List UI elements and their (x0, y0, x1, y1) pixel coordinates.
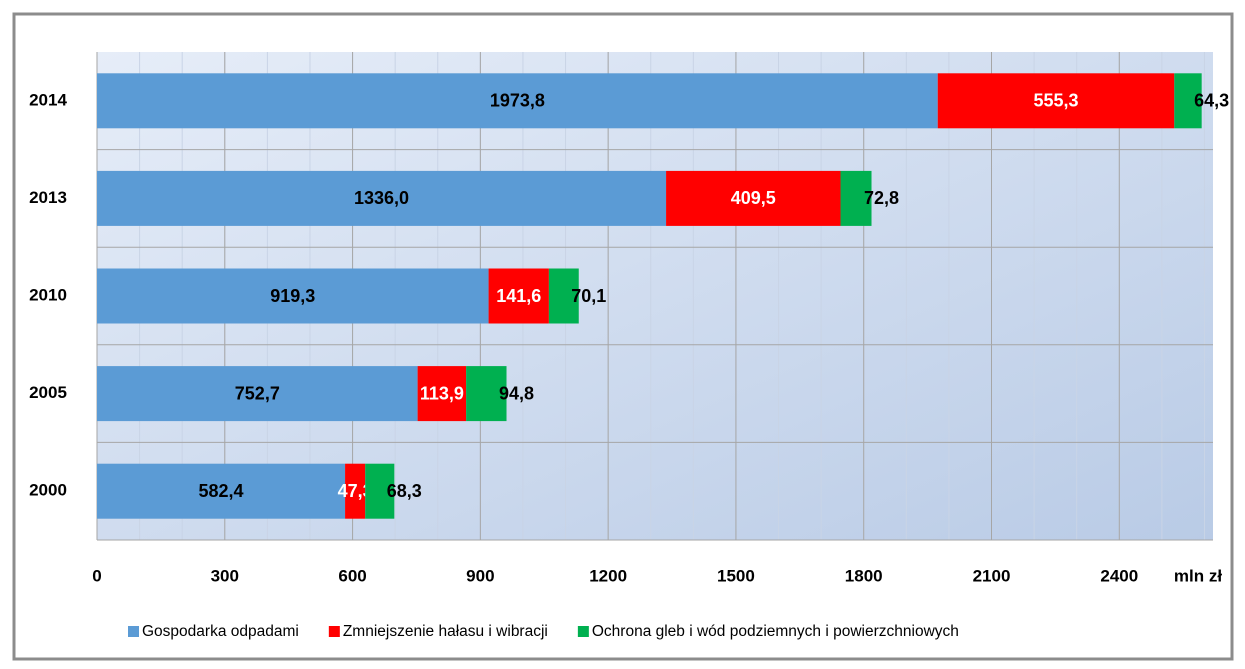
bar-segment (488, 268, 549, 324)
data-label: 409,5 (731, 188, 776, 208)
legend-swatch (577, 626, 589, 637)
x-tick-label: 2400 (1100, 566, 1138, 585)
x-axis-label: mln zł (1174, 566, 1222, 585)
data-label: 64,3 (1194, 91, 1229, 111)
data-label: 72,8 (864, 188, 899, 208)
data-label: 582,4 (199, 481, 244, 501)
legend-label: Zmniejszenie hałasu i wibracji (343, 623, 548, 640)
data-label: 919,3 (270, 286, 315, 306)
x-tick-label: 1200 (589, 566, 627, 585)
bar-segment (97, 73, 938, 129)
bar-segment (417, 366, 467, 422)
x-tick-label: 0 (92, 566, 101, 585)
data-label: 94,8 (499, 383, 534, 403)
bar-segment (840, 170, 872, 226)
bar-segment (97, 170, 667, 226)
y-tick-label: 2005 (29, 383, 67, 402)
bar-segment (97, 366, 418, 422)
bar-segment (466, 366, 507, 422)
bar-segment (97, 268, 489, 324)
x-tick-label: 600 (338, 566, 366, 585)
data-label: 752,7 (235, 383, 280, 403)
data-label: 141,6 (496, 286, 541, 306)
legend-swatch (128, 626, 139, 637)
bar-segment (365, 463, 395, 519)
data-label: 70,1 (571, 286, 606, 306)
bar-segment (97, 463, 346, 519)
x-tick-label: 300 (211, 566, 239, 585)
data-label: 47,3 (338, 481, 373, 501)
data-label: 555,3 (1033, 91, 1078, 111)
bar-segment (937, 73, 1175, 129)
data-label: 1973,8 (490, 91, 545, 111)
bar-segment (1174, 73, 1202, 129)
x-tick-label: 900 (466, 566, 494, 585)
x-tick-label: 1800 (845, 566, 883, 585)
bar-segment (548, 268, 579, 324)
data-label: 68,3 (387, 481, 422, 501)
y-tick-label: 2013 (29, 188, 67, 207)
legend-label: Gospodarka odpadami (142, 623, 299, 640)
x-tick-label: 2100 (973, 566, 1011, 585)
legend-swatch (328, 626, 340, 637)
legend-label: Ochrona gleb i wód podziemnych i powierz… (592, 623, 959, 640)
data-label: 113,9 (420, 383, 464, 403)
y-tick-label: 2014 (29, 90, 67, 109)
bar-segment (666, 170, 841, 226)
bar-segment (345, 463, 366, 519)
y-tick-label: 2010 (29, 285, 67, 304)
y-tick-label: 2000 (29, 481, 67, 500)
data-label: 1336,0 (354, 188, 409, 208)
x-tick-label: 1500 (717, 566, 755, 585)
